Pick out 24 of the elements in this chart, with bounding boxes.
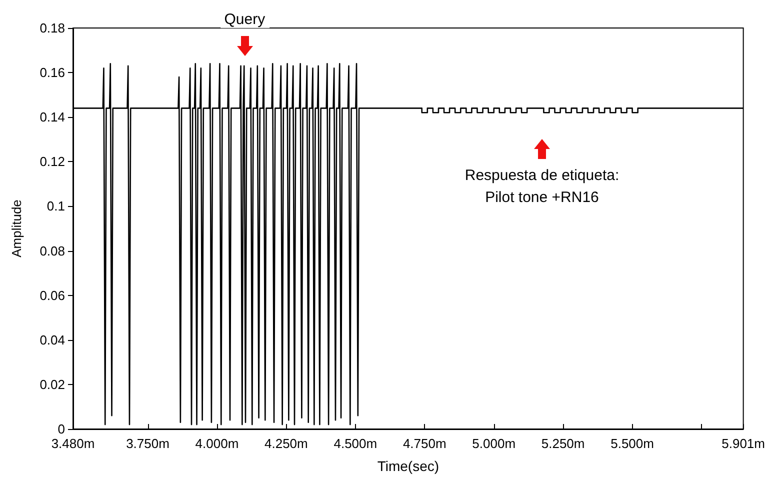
y-tick-label: 0.08 (40, 243, 65, 258)
y-tick-label: 0.14 (40, 110, 65, 125)
x-tick-label: 3.480m (51, 436, 95, 451)
x-axis-title: Time(sec) (377, 458, 440, 474)
y-tick-label: 0.16 (40, 65, 65, 80)
y-axis-title: Amplitude (9, 200, 24, 258)
x-tick-label: 5.250m (541, 436, 585, 451)
annotation: Respuesta de etiqueta: Pilot tone +RN16 (460, 165, 624, 209)
x-tick-label: 4.000m (195, 436, 239, 451)
y-tick-label: 0.06 (40, 288, 65, 303)
x-tick-label: 4.500m (334, 436, 378, 451)
x-tick-label: 4.750m (402, 436, 446, 451)
y-tick-label: 0.1 (46, 198, 65, 214)
x-tick-label: 5.901m (722, 436, 766, 451)
annotation: Query (220, 11, 270, 28)
y-tick-label: 0.02 (40, 376, 65, 392)
y-tick-label: 0.12 (40, 154, 65, 170)
x-tick-label: 5.500m (610, 436, 654, 451)
y-tick-label: 0.04 (40, 332, 65, 348)
y-tick-label: 0.18 (40, 20, 65, 36)
y-tick-label: 0 (58, 422, 65, 436)
x-tick-label: 5.000m (472, 436, 516, 451)
x-tick-label: 4.250m (264, 436, 308, 451)
x-tick-label: 3.750m (126, 436, 170, 451)
